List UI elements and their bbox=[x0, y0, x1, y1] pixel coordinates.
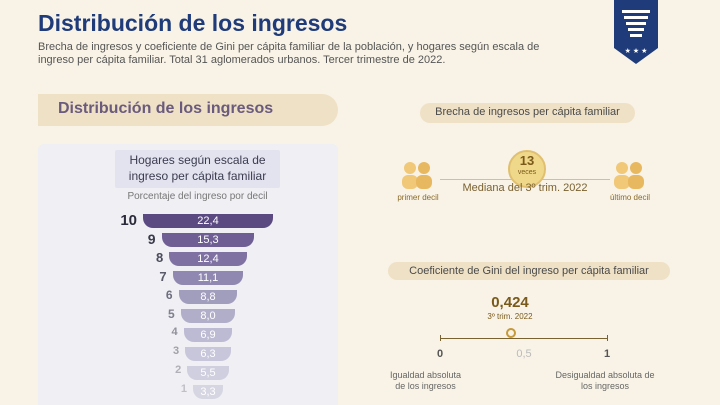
brecha-value: 13 bbox=[519, 153, 535, 168]
decil-label-6: 6 bbox=[165, 288, 173, 302]
desigualdad-label: Desigualdad absoluta de los ingresos bbox=[555, 370, 655, 391]
gini-title: Coeficiente de Gini del ingreso per cápi… bbox=[409, 265, 649, 277]
brecha-band bbox=[420, 103, 635, 123]
decil-label-9: 9 bbox=[147, 231, 156, 247]
gini-tick-label-1: 1 bbox=[603, 348, 611, 360]
veces-badge bbox=[508, 150, 546, 188]
decil-label-5: 5 bbox=[168, 307, 175, 321]
decil-label-7: 7 bbox=[159, 269, 167, 284]
people-icon-right bbox=[614, 162, 644, 189]
decil-label-1: 1 bbox=[180, 383, 187, 395]
indec-logo-icon: ★ ★ ★ bbox=[614, 0, 658, 64]
decil-bar-8: 12,4 bbox=[169, 252, 247, 266]
hogares-title-box bbox=[115, 150, 280, 188]
section-band bbox=[38, 94, 338, 126]
decil-bar-6: 8,8 bbox=[178, 290, 238, 304]
gini-tick-0 bbox=[440, 335, 441, 341]
primer-decil-label: primer decil bbox=[397, 193, 439, 202]
decil-bar-2: 5,5 bbox=[187, 366, 229, 380]
decil-label-4: 4 bbox=[171, 326, 178, 338]
brecha-unit: veces bbox=[517, 169, 537, 176]
decil-bar-1: 3,3 bbox=[193, 385, 223, 399]
page-subtitle: Brecha de ingresos y coeficiente de Gini… bbox=[38, 41, 540, 66]
decil-label-8: 8 bbox=[155, 250, 164, 265]
decil-bar-5: 8,0 bbox=[180, 309, 236, 323]
gini-period: 3º trim. 2022 bbox=[487, 312, 533, 321]
svg-text:★ ★ ★: ★ ★ ★ bbox=[625, 47, 648, 55]
percent-label: Porcentaje del ingreso por decil bbox=[127, 191, 268, 202]
people-icon-left bbox=[402, 162, 432, 189]
page-title: Distribución de los ingresos bbox=[38, 10, 348, 36]
gini-marker bbox=[505, 328, 516, 338]
decil-bar-4: 6,9 bbox=[183, 328, 233, 342]
gini-tick-label-0: 0 bbox=[436, 348, 444, 360]
section-label: Distribución de los ingresos bbox=[58, 100, 274, 117]
decil-bar-9: 15,3 bbox=[161, 233, 255, 247]
igualdad-label: Igualdad absoluta de los ingresos bbox=[389, 370, 462, 391]
decil-bar-10: 22,4 bbox=[143, 214, 273, 228]
gini-tick-label-mid: 0,5 bbox=[516, 348, 532, 360]
gini-value: 0,424 bbox=[491, 294, 529, 311]
decil-label-10: 10 bbox=[120, 212, 137, 229]
decil-label-3: 3 bbox=[173, 345, 180, 357]
mediana-label: Mediana del 3º trim. 2022 bbox=[462, 182, 588, 194]
gini-band bbox=[388, 262, 670, 280]
hogares-title: Hogares según escala de ingreso per cápi… bbox=[128, 153, 267, 183]
ultimo-decil-label: último decil bbox=[609, 193, 650, 202]
brecha-title: Brecha de ingresos per cápita familiar bbox=[435, 106, 620, 118]
gini-axis bbox=[440, 338, 608, 339]
gini-tick-1 bbox=[607, 335, 608, 341]
decil-bar-7: 11,1 bbox=[172, 271, 244, 285]
decil-label-2: 2 bbox=[175, 364, 182, 376]
decil-bar-3: 6,3 bbox=[185, 347, 231, 361]
